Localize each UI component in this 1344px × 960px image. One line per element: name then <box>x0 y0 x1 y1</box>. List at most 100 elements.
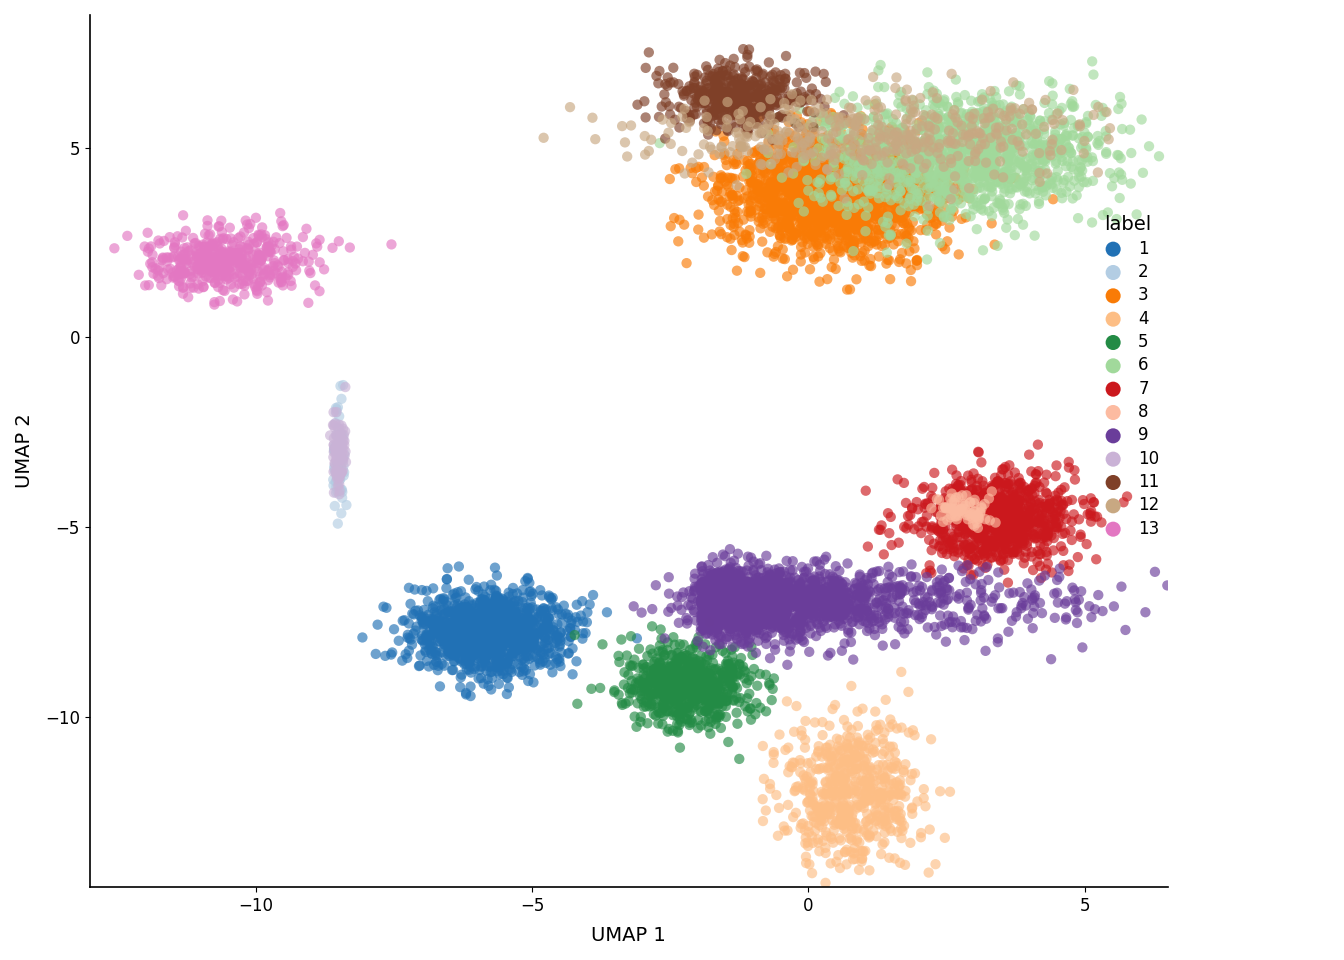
Point <box>691 620 712 636</box>
Point <box>913 133 934 149</box>
Point <box>687 67 708 83</box>
Point <box>1003 493 1024 509</box>
Point <box>691 595 712 611</box>
Point <box>902 500 923 516</box>
Point <box>956 110 977 126</box>
Point <box>442 606 464 621</box>
Point <box>804 823 825 838</box>
Point <box>691 655 712 670</box>
Point <box>731 77 753 92</box>
Point <box>722 91 743 107</box>
Point <box>857 203 879 218</box>
Point <box>982 511 1004 526</box>
Point <box>871 593 892 609</box>
Point <box>759 101 781 116</box>
Point <box>735 590 757 606</box>
Point <box>982 151 1004 166</box>
Point <box>831 188 852 204</box>
Point <box>1011 475 1032 491</box>
Point <box>890 123 911 138</box>
Point <box>797 141 818 156</box>
Point <box>771 605 793 620</box>
Point <box>294 245 316 260</box>
Point <box>847 110 868 126</box>
Point <box>763 579 785 594</box>
Point <box>454 657 476 672</box>
Point <box>984 109 1005 125</box>
Point <box>986 500 1008 516</box>
Point <box>544 636 566 651</box>
Point <box>696 617 718 633</box>
Point <box>796 773 817 788</box>
Point <box>778 632 800 647</box>
Point <box>1208 577 1230 592</box>
Point <box>788 779 809 794</box>
Point <box>1009 547 1031 563</box>
Point <box>480 596 501 612</box>
Point <box>964 507 985 522</box>
Point <box>149 236 171 252</box>
Point <box>781 207 802 223</box>
Point <box>820 580 841 595</box>
Point <box>840 126 862 141</box>
Point <box>759 191 781 206</box>
Point <box>418 607 439 622</box>
Point <box>972 488 993 503</box>
Point <box>839 742 860 757</box>
Point <box>708 92 730 108</box>
Point <box>770 616 792 632</box>
Point <box>409 659 430 674</box>
Point <box>671 673 692 688</box>
Point <box>1062 99 1083 114</box>
Point <box>802 173 824 188</box>
Point <box>683 655 704 670</box>
Point <box>481 618 503 634</box>
Point <box>856 585 878 600</box>
Point <box>630 714 652 730</box>
Point <box>778 149 800 164</box>
Point <box>176 240 198 255</box>
Point <box>882 591 903 607</box>
Point <box>817 762 839 778</box>
Point <box>507 606 528 621</box>
Point <box>727 604 749 619</box>
Point <box>493 627 515 642</box>
Point <box>911 138 933 154</box>
Point <box>1020 109 1042 125</box>
Point <box>1063 583 1085 598</box>
Point <box>742 647 763 662</box>
Point <box>535 655 556 670</box>
Point <box>1009 493 1031 509</box>
Point <box>806 588 828 603</box>
Point <box>710 564 731 579</box>
Point <box>948 477 969 492</box>
Point <box>980 534 1001 549</box>
Point <box>832 776 853 791</box>
Point <box>825 803 847 818</box>
Point <box>332 430 353 445</box>
Point <box>696 649 718 664</box>
Point <box>875 692 896 708</box>
Point <box>517 609 539 624</box>
Point <box>689 580 711 595</box>
Point <box>719 592 741 608</box>
Point <box>806 210 828 226</box>
Point <box>958 142 980 157</box>
Point <box>868 786 890 802</box>
Point <box>856 752 878 767</box>
Point <box>138 241 160 256</box>
Point <box>204 255 226 271</box>
Point <box>970 146 992 161</box>
Point <box>496 657 517 672</box>
Point <box>399 596 421 612</box>
Point <box>730 595 751 611</box>
Point <box>786 595 808 611</box>
Point <box>770 83 792 98</box>
Point <box>212 282 234 298</box>
Point <box>965 613 986 629</box>
Point <box>501 628 523 643</box>
Point <box>473 676 495 691</box>
Point <box>797 173 818 188</box>
Point <box>863 222 884 237</box>
Point <box>966 482 988 497</box>
